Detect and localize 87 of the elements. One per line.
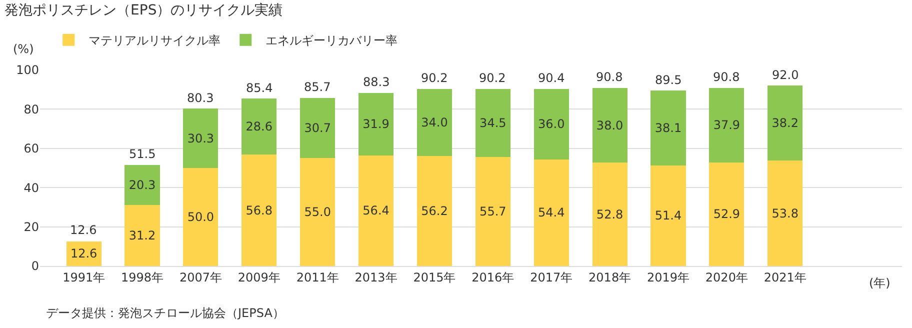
data-label: 38.1 (654, 120, 682, 135)
x-tick-label: 2019年 (646, 270, 690, 284)
data-label: 56.8 (246, 203, 273, 218)
bar (592, 88, 628, 163)
legend-label: エネルギーリカバリー率 (266, 34, 398, 48)
data-label: 20.3 (128, 178, 156, 192)
data-label: 53.8 (772, 206, 798, 220)
x-tick-label: 2016年 (472, 270, 514, 284)
bar (650, 90, 686, 166)
y-tick-label: 20 (24, 220, 39, 234)
x-axis-title: (年) (869, 276, 890, 290)
x-tick-label: 2020年 (705, 270, 748, 284)
x-tick-label: 2015年 (413, 270, 456, 284)
total-label: 90.8 (713, 70, 740, 84)
bar (768, 86, 803, 161)
data-label: 28.6 (246, 120, 273, 134)
total-label: 92.0 (772, 68, 799, 82)
total-label: 88.3 (363, 75, 390, 89)
bar (358, 155, 394, 266)
data-label: 34.5 (480, 116, 506, 130)
x-tick-label: 2007年 (179, 270, 222, 284)
x-tick-label: 1991年 (62, 270, 106, 284)
bar (534, 159, 569, 266)
data-label: 52.8 (596, 207, 624, 222)
bar (768, 160, 803, 266)
y-axis-title: (%) (13, 42, 34, 56)
data-label: 30.3 (187, 131, 214, 146)
bar (300, 98, 336, 158)
bar (183, 108, 218, 168)
y-tick-label: 80 (24, 102, 39, 116)
data-label: 12.6 (70, 246, 98, 261)
y-tick-label: 100 (16, 63, 39, 78)
x-tick-label: 2017年 (530, 270, 573, 284)
data-label: 55.0 (304, 205, 331, 220)
data-label: 56.2 (421, 204, 448, 218)
bar (534, 88, 569, 160)
total-label: 90.2 (479, 71, 506, 85)
data-label: 30.7 (304, 121, 331, 136)
total-label: 90.8 (596, 70, 623, 84)
data-label: 50.0 (187, 210, 214, 224)
data-label: 56.4 (362, 204, 390, 218)
text: データ提供：発泡スチロール協会（JEPSA） (46, 306, 284, 320)
data-label: 31.9 (362, 117, 390, 132)
bar (475, 156, 510, 266)
total-label: 80.3 (187, 91, 214, 105)
x-tick-label: 2011年 (296, 270, 339, 284)
y-tick-label: 0 (31, 259, 39, 274)
total-label: 89.5 (655, 73, 682, 87)
bar (650, 165, 686, 266)
bar (300, 158, 336, 266)
x-tick-label: 2013年 (354, 270, 398, 284)
y-tick-label: 40 (24, 180, 39, 195)
x-tick-label: 2021年 (764, 270, 806, 284)
data-label: 34.0 (421, 116, 448, 130)
data-label: 37.9 (713, 118, 740, 132)
bar (242, 154, 277, 266)
total-label: 90.4 (538, 71, 565, 85)
total-label: 90.2 (421, 71, 448, 85)
y-tick-label: 60 (24, 142, 39, 156)
bar (183, 168, 218, 266)
bar (416, 156, 452, 266)
bar (709, 88, 744, 162)
data-label: 31.2 (128, 228, 156, 242)
bar (709, 162, 744, 266)
data-label: 51.4 (654, 208, 682, 223)
bar (124, 204, 160, 266)
bar (475, 89, 510, 157)
data-label: 38.2 (772, 116, 798, 130)
data-label: 36.0 (538, 117, 565, 132)
x-tick-label: 1998年 (120, 270, 164, 284)
bar (124, 165, 160, 205)
x-tick-label: 2018年 (588, 270, 632, 284)
data-label: 38.0 (596, 118, 624, 132)
x-tick-label: 2009年 (238, 270, 280, 284)
data-label: 52.9 (713, 207, 740, 222)
chart-title: 発泡ポリスチレン（EPS）のリサイクル実績 (4, 2, 283, 19)
total-label: 51.5 (129, 147, 156, 161)
total-label: 85.4 (246, 81, 273, 95)
bar (242, 98, 277, 155)
bar (416, 89, 452, 156)
data-label: 55.7 (480, 204, 506, 218)
data-label: 54.4 (538, 206, 565, 220)
total-label: 12.6 (70, 223, 97, 237)
legend-label: マテリアルリサイクル率 (88, 34, 221, 48)
bar (592, 162, 628, 266)
total-label: 85.7 (304, 80, 331, 94)
bar (358, 92, 394, 156)
